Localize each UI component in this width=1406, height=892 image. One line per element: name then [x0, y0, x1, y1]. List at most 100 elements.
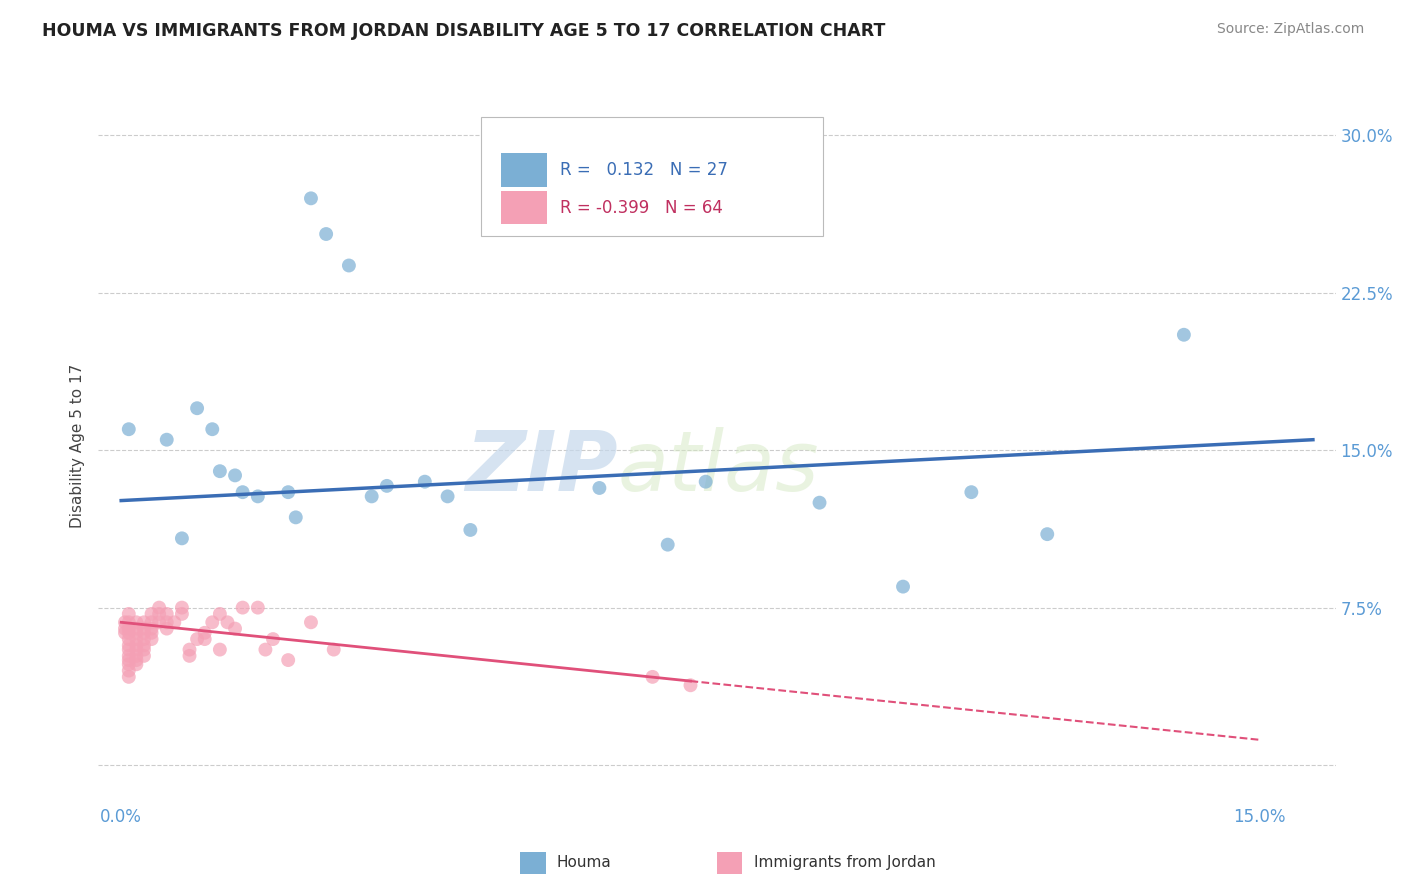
Text: Houma: Houma	[557, 855, 612, 870]
Point	[413, 475, 436, 489]
Point	[141, 625, 163, 640]
Point	[588, 481, 610, 495]
Point	[170, 532, 193, 546]
Point	[114, 615, 136, 630]
Point	[170, 600, 193, 615]
Point	[641, 670, 664, 684]
Point	[375, 479, 398, 493]
Point	[179, 648, 201, 663]
Point	[148, 600, 170, 615]
Text: Source: ZipAtlas.com: Source: ZipAtlas.com	[1216, 22, 1364, 37]
Point	[284, 510, 307, 524]
Point	[891, 580, 914, 594]
Point	[118, 625, 141, 640]
Point	[657, 538, 679, 552]
Point	[125, 632, 148, 646]
Point	[132, 615, 155, 630]
Point	[170, 607, 193, 621]
Point	[125, 653, 148, 667]
Point	[118, 607, 141, 621]
Point	[114, 622, 136, 636]
Point	[118, 670, 141, 684]
Point	[132, 625, 155, 640]
Point	[118, 422, 141, 436]
Point	[322, 642, 344, 657]
Point	[1036, 527, 1059, 541]
Text: Immigrants from Jordan: Immigrants from Jordan	[754, 855, 935, 870]
Point	[118, 648, 141, 663]
Point	[118, 642, 141, 657]
Point	[114, 625, 136, 640]
Y-axis label: Disability Age 5 to 17: Disability Age 5 to 17	[69, 364, 84, 528]
Point	[156, 615, 179, 630]
Point	[132, 642, 155, 657]
Point	[460, 523, 482, 537]
Point	[156, 622, 179, 636]
Text: ZIP: ZIP	[465, 427, 619, 508]
Point	[960, 485, 983, 500]
Point	[208, 642, 231, 657]
Point	[118, 632, 141, 646]
Point	[125, 657, 148, 672]
Point	[232, 485, 254, 500]
Point	[163, 615, 186, 630]
Point	[679, 678, 702, 692]
Point	[194, 625, 217, 640]
Point	[695, 475, 717, 489]
Point	[246, 489, 269, 503]
Point	[118, 653, 141, 667]
Point	[299, 615, 322, 630]
Point	[208, 607, 231, 621]
Point	[808, 496, 831, 510]
Point	[315, 227, 337, 241]
Point	[125, 625, 148, 640]
Point	[156, 607, 179, 621]
Point	[141, 632, 163, 646]
Point	[118, 664, 141, 678]
Point	[186, 401, 208, 416]
Point	[224, 622, 246, 636]
Point	[299, 191, 322, 205]
Text: R = -0.399   N = 64: R = -0.399 N = 64	[561, 199, 723, 217]
Point	[277, 485, 299, 500]
Point	[224, 468, 246, 483]
Point	[217, 615, 239, 630]
Text: R =   0.132   N = 27: R = 0.132 N = 27	[561, 161, 728, 179]
Point	[232, 600, 254, 615]
Point	[132, 639, 155, 653]
Point	[118, 615, 141, 630]
Point	[118, 657, 141, 672]
Point	[201, 615, 224, 630]
Point	[141, 622, 163, 636]
Point	[277, 653, 299, 667]
Point	[360, 489, 382, 503]
Point	[125, 622, 148, 636]
Point	[148, 607, 170, 621]
Point	[254, 642, 277, 657]
Point	[179, 642, 201, 657]
Point	[262, 632, 284, 646]
Point	[132, 648, 155, 663]
Text: HOUMA VS IMMIGRANTS FROM JORDAN DISABILITY AGE 5 TO 17 CORRELATION CHART: HOUMA VS IMMIGRANTS FROM JORDAN DISABILI…	[42, 22, 886, 40]
Point	[194, 632, 217, 646]
Point	[141, 607, 163, 621]
Point	[125, 639, 148, 653]
Point	[118, 622, 141, 636]
Point	[118, 639, 141, 653]
Point	[246, 600, 269, 615]
Point	[132, 622, 155, 636]
Point	[1173, 327, 1195, 342]
Point	[436, 489, 458, 503]
Point	[156, 433, 179, 447]
Point	[201, 422, 224, 436]
Text: atlas: atlas	[619, 427, 820, 508]
Point	[125, 648, 148, 663]
Point	[141, 615, 163, 630]
Point	[132, 632, 155, 646]
Point	[148, 615, 170, 630]
Point	[125, 642, 148, 657]
Point	[208, 464, 231, 478]
Point	[125, 615, 148, 630]
Point	[186, 632, 208, 646]
Point	[337, 259, 360, 273]
